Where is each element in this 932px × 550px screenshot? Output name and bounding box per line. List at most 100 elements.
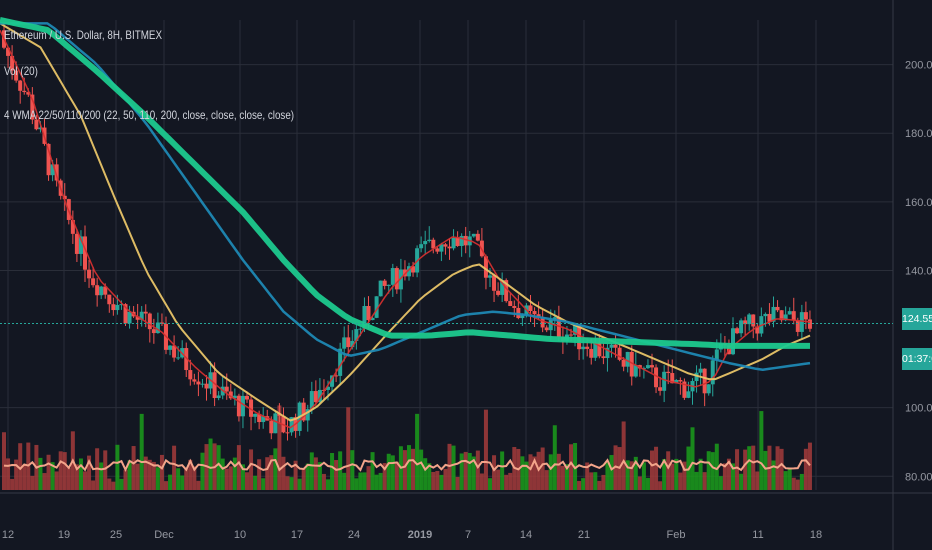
candle-body <box>91 278 96 286</box>
candle-body <box>739 320 744 334</box>
volume-bar <box>771 460 776 490</box>
candle-body <box>609 344 614 348</box>
candle-body <box>807 319 812 329</box>
volume-bar <box>164 481 168 490</box>
candle-body <box>488 275 492 278</box>
candle-body <box>633 365 638 377</box>
volume-bar <box>589 472 594 490</box>
candle-body <box>443 244 448 247</box>
candle-body <box>50 164 55 176</box>
candle-body <box>261 416 266 423</box>
volume-bar <box>155 467 160 490</box>
volume-bar <box>528 454 533 490</box>
volume-bar <box>346 407 351 490</box>
candle-body <box>245 395 249 400</box>
volume-bar <box>779 448 784 490</box>
volume-bar <box>690 427 695 490</box>
volume-bar <box>524 461 529 490</box>
candle-body <box>107 294 112 305</box>
x-tick-label: 25 <box>110 529 122 541</box>
volume-bar <box>759 411 764 490</box>
volume-bar <box>739 473 744 490</box>
candle-body <box>374 296 379 318</box>
candle-body <box>706 384 711 394</box>
x-tick-label: 2019 <box>408 529 432 541</box>
symbol-legend[interactable]: Ethereum / U.S. Dollar, 8H, BITMEX <box>4 28 163 42</box>
candle-body <box>127 311 132 324</box>
volume-bar <box>645 477 650 490</box>
volume-bar <box>10 478 15 490</box>
candle-body <box>585 346 590 349</box>
volume-bar <box>787 468 792 490</box>
volume-bar <box>483 409 488 490</box>
volume-bar <box>585 462 590 490</box>
volume-bar <box>305 463 310 490</box>
candle-body <box>232 395 237 399</box>
volume-bar <box>265 457 270 490</box>
candle-body <box>556 317 561 338</box>
volume-bar <box>419 449 424 490</box>
volume-bar <box>50 462 55 490</box>
candle-body <box>755 326 760 334</box>
candle-body <box>682 381 687 398</box>
candle-body <box>597 342 602 357</box>
volume-bar <box>722 463 727 490</box>
volume-bar <box>718 476 723 490</box>
volume-bar <box>2 432 6 490</box>
candle-body <box>743 320 748 325</box>
candle-body <box>731 328 735 355</box>
volume-bar <box>103 450 108 490</box>
candle-body <box>698 368 703 373</box>
volume-bar <box>180 475 185 490</box>
volume-bar <box>253 475 258 490</box>
candle-body <box>658 387 663 391</box>
volume-bar <box>731 463 735 490</box>
volume-legend[interactable]: Vol (20) <box>4 64 38 78</box>
volume-bar <box>435 470 440 490</box>
volume-bar <box>706 451 711 490</box>
candle-body <box>540 317 545 328</box>
candle-body <box>799 312 804 332</box>
candle-body <box>54 164 59 181</box>
volume-bar <box>66 467 71 490</box>
candle-body <box>625 351 630 367</box>
candle-body <box>694 372 699 382</box>
candle-body <box>151 329 156 334</box>
wma-legend[interactable]: 4 WMA 22/50/110/200 (22, 50, 110, 200, c… <box>4 108 295 122</box>
candle-body <box>394 268 399 290</box>
candle-body <box>654 367 659 388</box>
volume-bar <box>799 473 804 490</box>
volume-bar <box>597 480 602 490</box>
volume-bar <box>743 449 748 490</box>
candle-body <box>783 314 788 321</box>
x-tick-label: 24 <box>348 529 360 541</box>
volume-bar <box>127 460 132 490</box>
volume-bar <box>62 452 67 490</box>
x-tick-label: 17 <box>291 529 303 541</box>
candle-body <box>459 235 464 246</box>
volume-bar <box>87 455 92 490</box>
volume-bar <box>220 458 225 490</box>
candle-body <box>34 119 39 130</box>
volume-bar <box>46 454 51 490</box>
volume-bar <box>625 460 630 490</box>
volume-bar <box>236 445 241 490</box>
volume-bar <box>176 468 181 490</box>
volume-bar <box>763 450 768 490</box>
volume-bar <box>334 460 339 490</box>
candle-body <box>451 237 456 249</box>
candle-body <box>366 306 371 321</box>
volume-bar <box>751 445 756 490</box>
volume-bar <box>637 476 642 490</box>
candle-body <box>342 337 347 349</box>
candle-body <box>358 328 363 330</box>
volume-bar <box>471 456 476 490</box>
volume-bar <box>407 445 411 490</box>
candle-body <box>317 389 322 403</box>
candle-body <box>763 313 768 317</box>
volume-bar <box>143 456 148 490</box>
volume-bar <box>78 458 83 490</box>
volume-bar <box>394 461 399 490</box>
